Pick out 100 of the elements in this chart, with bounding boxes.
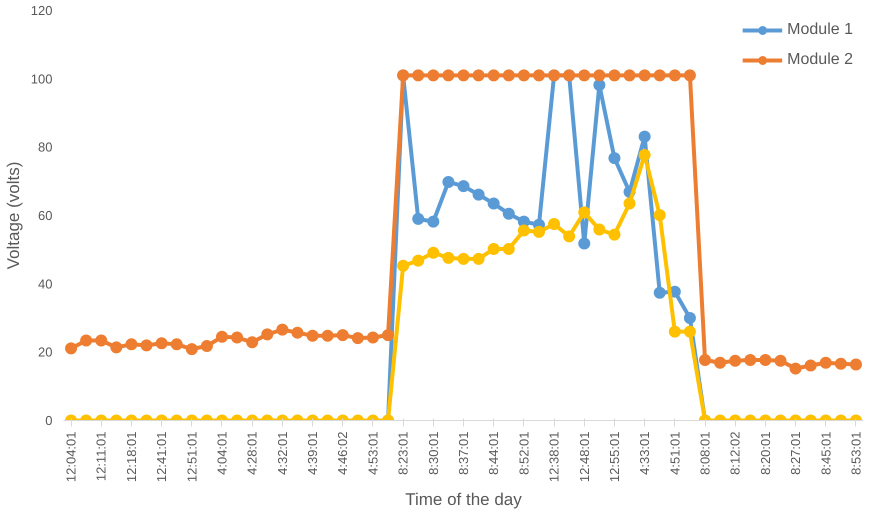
point: [608, 69, 620, 82]
point: [834, 358, 847, 370]
x-tick-label: 12:11:01: [94, 432, 109, 482]
y-tick-label: 100: [30, 71, 53, 86]
point: [578, 69, 590, 82]
point: [502, 208, 515, 220]
legend-label: Module 1: [787, 21, 853, 39]
x-tick-label: 12:55:01: [606, 431, 622, 482]
point: [654, 286, 666, 299]
y-tick-label: 60: [38, 208, 53, 223]
point: [95, 334, 108, 347]
point: [714, 356, 726, 369]
point: [790, 362, 802, 375]
point: [276, 324, 288, 336]
point: [502, 69, 515, 82]
point: [593, 224, 606, 236]
point: [518, 69, 530, 82]
point: [518, 224, 530, 237]
point: [472, 69, 485, 82]
point: [654, 209, 666, 222]
point: [458, 180, 470, 192]
y-tick-label: 120: [30, 3, 53, 18]
point: [502, 242, 515, 255]
point: [427, 69, 440, 82]
point: [578, 206, 590, 218]
point: [548, 218, 560, 230]
point: [200, 340, 213, 352]
x-tick-label: 12:51:01: [184, 431, 200, 482]
point: [668, 326, 681, 338]
point: [532, 226, 545, 238]
y-tick-label: 20: [38, 344, 53, 360]
point: [336, 329, 349, 342]
x-tick-label: 8:08:01: [698, 432, 713, 475]
point: [231, 331, 244, 344]
x-tick-label: 12:04:01: [64, 431, 79, 482]
point: [563, 230, 576, 242]
point: [125, 338, 138, 350]
point: [472, 252, 485, 265]
point: [850, 358, 862, 370]
point: [624, 69, 636, 82]
point: [352, 332, 364, 344]
x-tick-label: 8:27:01: [788, 432, 804, 475]
x-tick-label: 12:48:01: [576, 431, 592, 482]
point: [608, 152, 620, 164]
point: [638, 149, 651, 162]
point: [442, 176, 454, 188]
x-tick-label: 8:20:01: [758, 432, 773, 475]
x-tick-label: 12:41:01: [154, 431, 170, 482]
point: [638, 69, 651, 82]
point: [684, 312, 696, 324]
point: [412, 254, 424, 267]
x-tick-label: 12:38:01: [546, 431, 562, 482]
y-tick-label: 80: [38, 140, 53, 155]
point: [261, 328, 274, 340]
x-tick-label: 8:37:01: [456, 432, 471, 475]
point: [820, 356, 832, 369]
point: [744, 354, 756, 366]
x-tick-label: 8:23:01: [396, 432, 411, 475]
x-tick-label: 8:44:01: [486, 432, 502, 475]
point: [397, 260, 410, 272]
x-tick-label: 4:32:01: [274, 432, 290, 475]
x-tick-label: 4:51:01: [667, 432, 682, 475]
point: [654, 69, 666, 82]
point: [804, 360, 817, 372]
x-tick-label: 12:18:01: [124, 431, 139, 482]
point: [427, 246, 440, 259]
point: [472, 188, 485, 201]
x-tick-label: 8:53:01: [848, 432, 864, 475]
point: [412, 69, 424, 82]
x-tick-label: 8:45:01: [818, 432, 834, 475]
point: [427, 216, 440, 228]
point: [412, 212, 424, 225]
point: [593, 78, 606, 91]
point: [458, 252, 470, 265]
point: [729, 354, 742, 367]
point: [624, 198, 636, 210]
point: [186, 343, 198, 356]
point: [684, 69, 696, 82]
point: [80, 334, 92, 347]
point: [442, 252, 454, 264]
x-tick-label: 4:53:01: [365, 432, 380, 475]
x-tick-label: 4:04:01: [214, 432, 230, 475]
point: [578, 238, 590, 250]
point: [366, 331, 379, 344]
point: [668, 69, 681, 82]
point: [699, 354, 712, 366]
y-axis-title: Voltage (volts): [4, 162, 23, 270]
point: [322, 330, 334, 342]
point: [216, 330, 228, 343]
point: [442, 69, 454, 82]
point: [488, 198, 500, 210]
point: [156, 337, 168, 350]
point: [532, 69, 545, 82]
point: [488, 242, 500, 255]
point: [458, 69, 470, 82]
x-tick-label: 8:30:01: [426, 432, 441, 475]
point: [382, 329, 394, 342]
point: [140, 339, 153, 352]
point: [306, 330, 319, 342]
x-tick-label: 8:12:02: [728, 432, 743, 475]
